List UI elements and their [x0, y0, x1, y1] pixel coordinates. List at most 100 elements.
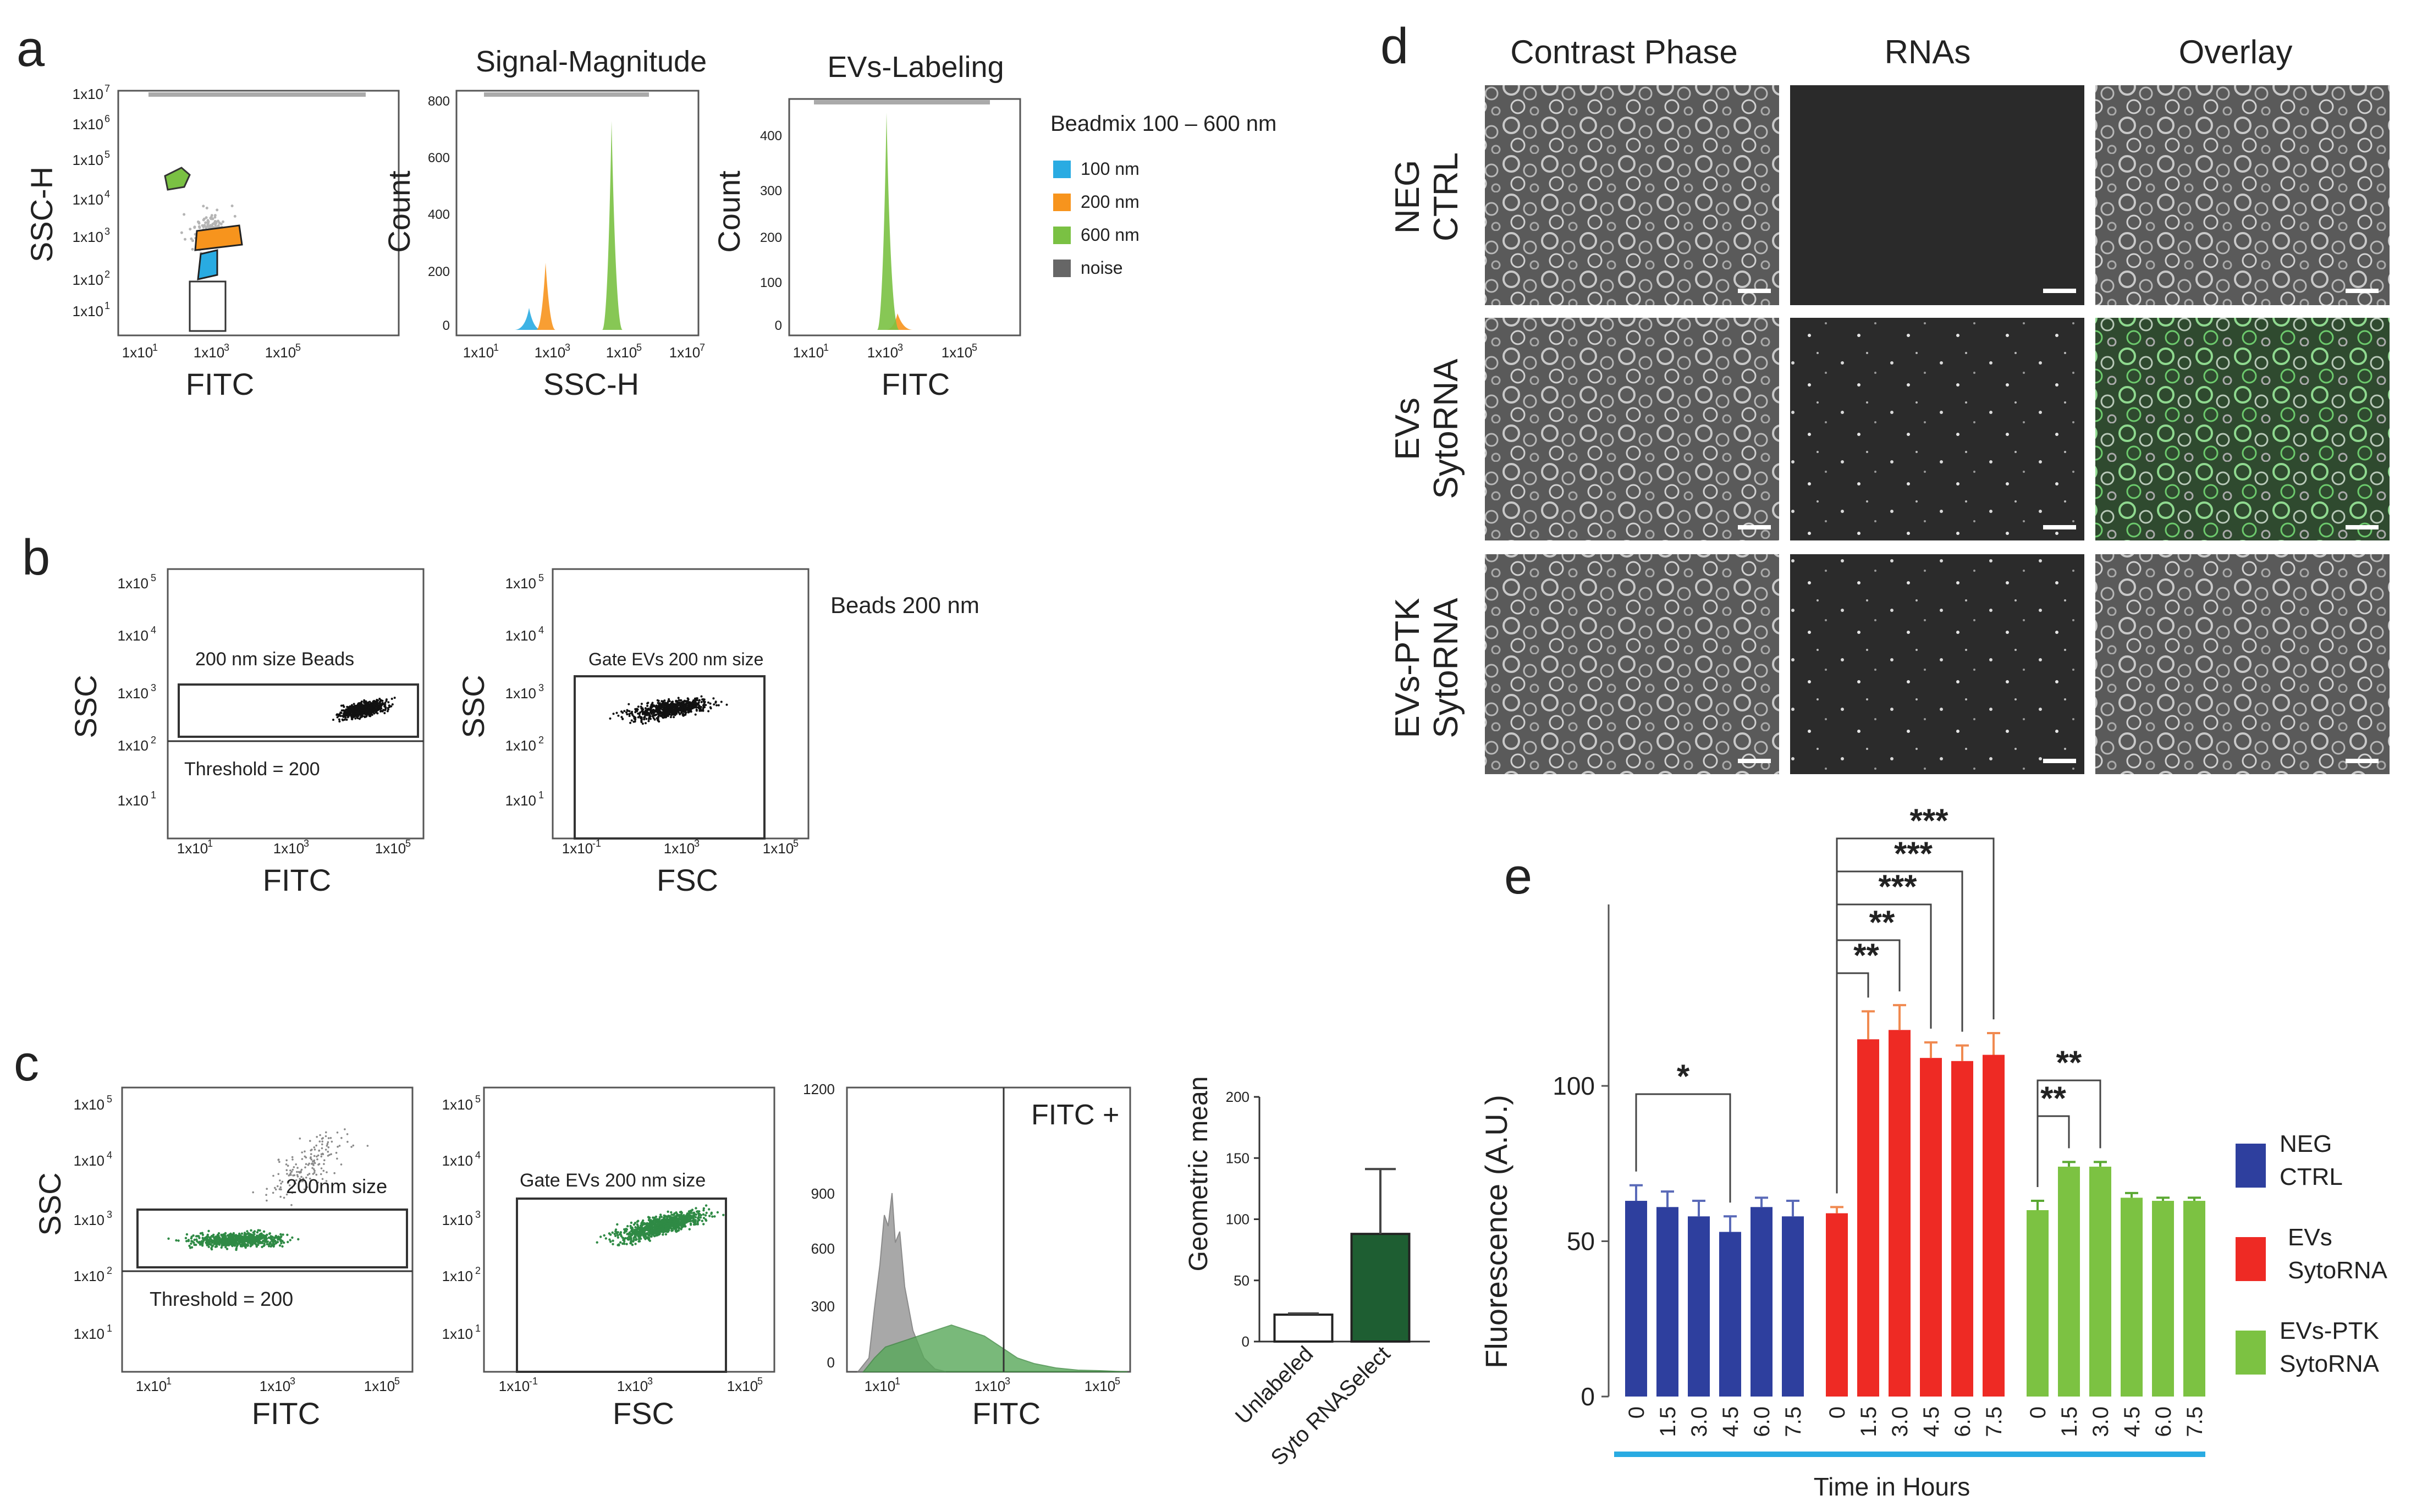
scatter-dot	[702, 705, 705, 708]
bar	[1889, 1030, 1911, 1397]
scatter-dot	[643, 1231, 646, 1234]
scatter-dot	[670, 1227, 673, 1230]
xtick: 1x10	[669, 344, 700, 361]
scatter-dot	[262, 1230, 266, 1233]
scatter-dot	[308, 1162, 310, 1165]
scatter-dot	[313, 1146, 316, 1149]
scatter-dot	[709, 702, 712, 705]
ytick-exp: 2	[538, 735, 544, 746]
scatter-dot	[670, 714, 673, 716]
bar	[2152, 1201, 2174, 1397]
micrograph-evs-ptk-overlay	[2095, 554, 2390, 774]
scatter-dot	[230, 1233, 233, 1236]
scatter-dot	[289, 1172, 292, 1174]
scatter-dot	[213, 1241, 217, 1244]
scatter-dot	[184, 238, 186, 241]
scatter-dot	[678, 708, 681, 710]
scatter-dot	[652, 714, 654, 717]
scatter-dot	[265, 1240, 268, 1243]
significance-bracket	[1836, 972, 1869, 1194]
scatter-dot	[371, 714, 373, 716]
scatter-cloud	[596, 1204, 725, 1246]
scatter-dot	[295, 1163, 297, 1166]
scatter-dot	[616, 1236, 620, 1239]
scatter-dot	[361, 713, 364, 715]
significance-label: **	[2040, 1080, 2066, 1117]
scatter-dot	[617, 714, 620, 717]
scatter-dot	[185, 1240, 188, 1243]
scatter-dot	[652, 717, 655, 720]
scatter-dot	[322, 1169, 325, 1172]
ylabel: SSC	[68, 675, 103, 738]
scatter-dot	[616, 1231, 619, 1234]
significance-label: ***	[1878, 868, 1917, 905]
scatter-dot	[619, 1233, 623, 1237]
scatter-dot	[694, 700, 697, 703]
scatter-dot	[280, 1182, 282, 1185]
xtick-exp: 7	[700, 342, 705, 353]
scatter-dot	[291, 1156, 294, 1158]
scatter-dot	[648, 1222, 652, 1224]
scatter-dot	[384, 705, 387, 708]
scatter-dot	[290, 1204, 293, 1206]
scatter-dot	[640, 1224, 642, 1227]
scatter-dot	[714, 701, 717, 704]
scatter-dot	[233, 1242, 236, 1245]
scatter-dot	[285, 1159, 288, 1162]
ylabel: SSC	[456, 675, 491, 738]
micrograph-neg-ctrl-overlay	[2095, 85, 2390, 305]
scatter-dot	[700, 700, 703, 703]
scatter-dot	[221, 1236, 224, 1239]
legend-swatch	[2236, 1144, 2266, 1188]
scatter-dot	[266, 1199, 268, 1202]
column-header: RNAs	[1885, 34, 1971, 70]
scatter-dot	[250, 1229, 252, 1232]
legend-swatch	[1053, 227, 1071, 244]
panel-c-fsc-ssc: FSC 1x10 1 1x10 2 1x10 3 1x10 4 1x10 5 1…	[442, 1086, 775, 1431]
scatter-dot	[187, 1239, 190, 1241]
micrograph-evs-overlay	[2095, 318, 2390, 540]
scatter-dot	[296, 1176, 299, 1178]
row-label: EVs	[1389, 398, 1427, 460]
scatter-dot	[313, 1169, 316, 1172]
scatter-dot	[366, 713, 368, 715]
panel-letter-b: b	[22, 529, 50, 586]
ytick-exp: 4	[475, 1150, 481, 1161]
scatter-dot	[320, 1173, 322, 1176]
column-header: Overlay	[2179, 34, 2293, 70]
scatter-dot	[681, 1217, 685, 1219]
scatter-dot	[630, 719, 633, 722]
scatter-dot	[301, 1158, 304, 1160]
scatter-dot	[227, 1238, 230, 1240]
scatter-dot	[279, 1240, 282, 1243]
scatter-dot	[338, 1145, 341, 1147]
scatter-dot	[195, 1238, 198, 1241]
scatter-dot	[387, 708, 389, 711]
gate-box	[574, 675, 766, 840]
ytick: 1x10	[118, 627, 148, 644]
scatter-dot	[350, 714, 353, 716]
scatter-dot	[370, 702, 372, 704]
scatter-dot	[266, 1188, 268, 1190]
scatter-dot	[293, 1166, 295, 1168]
scatter-dot	[308, 1173, 311, 1175]
y-axis: 0 50 100	[1553, 1072, 1609, 1411]
scatter-dot	[343, 718, 346, 721]
scatter-dot	[648, 1224, 651, 1227]
scatter-dot	[193, 226, 196, 229]
scatter-dot	[250, 1244, 252, 1247]
scatter-dot	[665, 711, 668, 714]
ytick-exp: 3	[104, 226, 110, 237]
threshold-label: Threshold = 200	[184, 759, 320, 780]
panel-a-signal-magnitude: Signal-Magnitude Count SSC-H 0 200 400 6…	[382, 45, 707, 401]
gate-label: Gate EVs 200 nm size	[520, 1170, 706, 1191]
scatter-dot	[362, 707, 365, 709]
scatter-dot	[355, 707, 357, 709]
scatter-dot	[313, 1168, 315, 1171]
scatter-dot	[725, 703, 728, 706]
scatter-dot	[263, 1244, 266, 1246]
scatter-dot	[296, 1174, 299, 1176]
scatter-dot	[658, 703, 661, 706]
xlabel: FITC	[186, 367, 254, 401]
xtick-exp: 3	[224, 342, 229, 353]
